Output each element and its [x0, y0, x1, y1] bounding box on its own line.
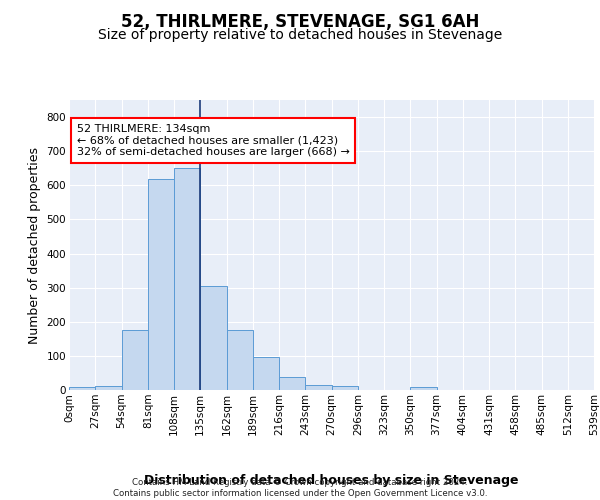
- Text: Contains HM Land Registry data © Crown copyright and database right 2024.
Contai: Contains HM Land Registry data © Crown c…: [113, 478, 487, 498]
- Bar: [174, 168, 200, 390]
- Bar: [253, 357, 279, 390]
- X-axis label: Distribution of detached houses by size in Stevenage: Distribution of detached houses by size …: [144, 474, 519, 487]
- Bar: [305, 385, 331, 390]
- Bar: [95, 386, 121, 390]
- Bar: [331, 386, 358, 390]
- Bar: [121, 330, 148, 390]
- Bar: [227, 330, 253, 390]
- Bar: [279, 377, 305, 390]
- Bar: [410, 388, 437, 390]
- Bar: [200, 286, 227, 390]
- Text: 52 THIRLMERE: 134sqm
← 68% of detached houses are smaller (1,423)
32% of semi-de: 52 THIRLMERE: 134sqm ← 68% of detached h…: [77, 124, 350, 157]
- Text: 52, THIRLMERE, STEVENAGE, SG1 6AH: 52, THIRLMERE, STEVENAGE, SG1 6AH: [121, 12, 479, 30]
- Y-axis label: Number of detached properties: Number of detached properties: [28, 146, 41, 344]
- Bar: [69, 388, 95, 390]
- Bar: [148, 179, 174, 390]
- Text: Size of property relative to detached houses in Stevenage: Size of property relative to detached ho…: [98, 28, 502, 42]
